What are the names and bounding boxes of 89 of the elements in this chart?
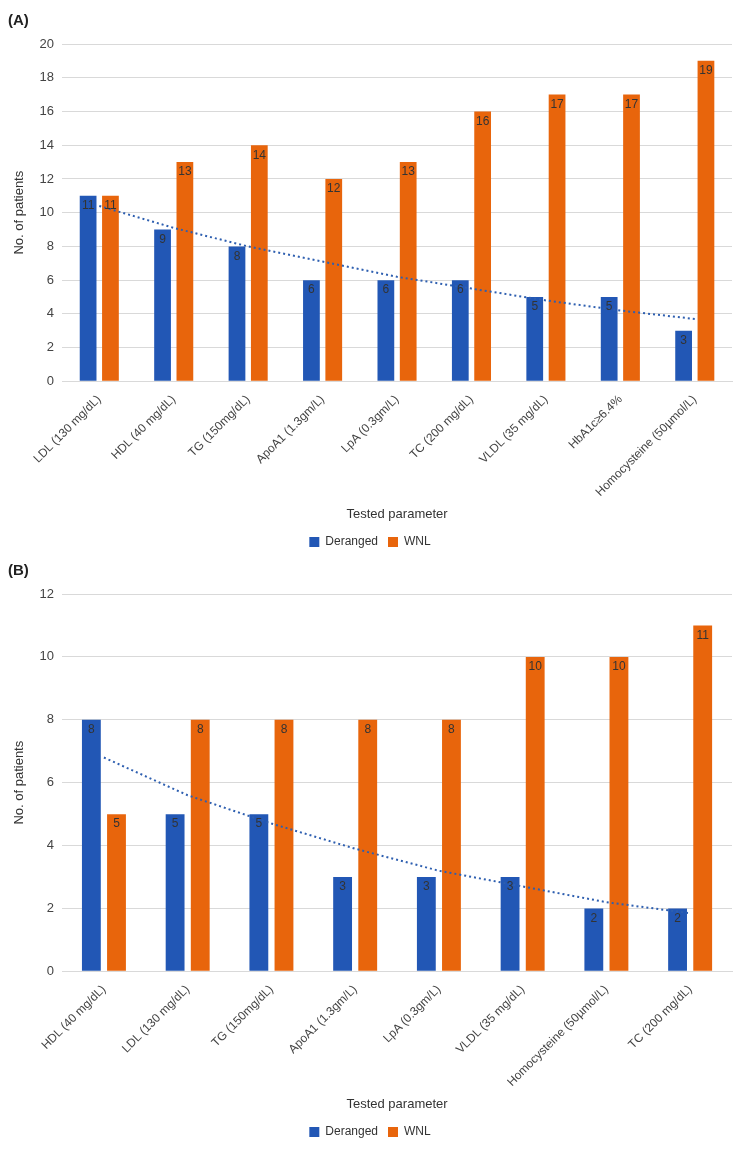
bar [274, 719, 294, 971]
data-label: 3 [680, 333, 688, 348]
bar [102, 195, 119, 381]
y-tick-label: 8 [46, 711, 55, 727]
data-label: 6 [308, 282, 316, 297]
y-tick-label: 4 [46, 305, 55, 321]
data-label: 11 [696, 627, 710, 642]
y-tick-label: 14 [39, 136, 55, 152]
data-label: 8 [196, 722, 204, 737]
y-tick-label: 4 [46, 837, 55, 853]
bar [333, 877, 353, 971]
data-label: 5 [531, 299, 539, 314]
bar [176, 162, 194, 381]
data-label: 5 [605, 299, 613, 314]
data-label: 3 [506, 879, 514, 894]
bar [609, 656, 629, 971]
legend-label: Deranged [325, 534, 379, 549]
data-label: 19 [699, 63, 713, 78]
bar [548, 94, 566, 381]
legend-label: Deranged [325, 1124, 379, 1139]
y-tick-label: 20 [39, 35, 55, 51]
bar [377, 280, 395, 381]
y-tick-label: 18 [39, 69, 55, 85]
data-label: 3 [339, 879, 347, 894]
bar [693, 625, 713, 971]
y-tick-label: 0 [46, 372, 55, 388]
data-label: 6 [382, 282, 390, 297]
data-label: 3 [423, 879, 430, 894]
bar [623, 94, 640, 381]
data-label: 17 [550, 96, 565, 111]
data-label: 6 [456, 282, 464, 297]
y-tick-label: 8 [46, 238, 55, 253]
bar [190, 719, 210, 971]
bar [165, 814, 185, 971]
legend-label: WNL [404, 534, 432, 549]
bar [442, 719, 461, 971]
bar [107, 814, 126, 971]
bar [79, 195, 97, 381]
y-tick-label: 0 [46, 962, 55, 978]
y-axis-title: No. of patients [11, 170, 27, 255]
chart-title: (B) [8, 561, 29, 579]
data-label: 13 [401, 164, 416, 179]
data-label: 12 [327, 181, 341, 196]
bar [675, 330, 692, 381]
bar [399, 162, 417, 381]
data-label: 8 [364, 722, 372, 737]
data-label: 5 [255, 816, 263, 831]
y-tick-label: 12 [39, 585, 55, 601]
data-label: 16 [475, 113, 490, 128]
data-label: 5 [171, 816, 179, 831]
data-label: 11 [81, 198, 95, 213]
legend-label: WNL [404, 1124, 432, 1139]
x-axis-title: Tested parameter [346, 505, 449, 521]
bar [154, 229, 171, 381]
data-label: 9 [159, 231, 167, 246]
data-label: 2 [674, 910, 682, 925]
data-label: 14 [252, 147, 267, 162]
y-tick-label: 10 [39, 648, 55, 664]
data-label: 13 [178, 164, 192, 179]
y-axis-title: No. of patients [11, 740, 27, 825]
data-label: 10 [528, 659, 543, 674]
y-tick-label: 2 [46, 339, 55, 355]
data-label: 8 [280, 722, 288, 737]
data-label: 8 [88, 722, 96, 737]
bar [325, 178, 343, 381]
bar [303, 280, 320, 381]
data-label: 10 [612, 659, 626, 674]
bar [697, 60, 715, 381]
data-label: 17 [624, 96, 639, 111]
bar [584, 908, 604, 971]
y-tick-label: 6 [46, 774, 55, 790]
data-label: 5 [113, 816, 121, 831]
x-axis-title: Tested parameter [346, 1095, 449, 1111]
bar [358, 719, 378, 971]
data-label: 8 [233, 248, 241, 263]
y-tick-label: 16 [39, 103, 55, 119]
data-label: 2 [590, 910, 598, 925]
y-tick-label: 6 [46, 271, 55, 287]
data-label: 8 [448, 722, 456, 737]
chart-title: (A) [8, 11, 29, 29]
bar [525, 656, 545, 971]
bar [474, 111, 492, 381]
y-tick-label: 10 [39, 204, 55, 220]
data-label: 11 [104, 198, 117, 213]
bar [416, 877, 436, 971]
y-tick-label: 2 [46, 900, 55, 916]
bar [250, 145, 268, 381]
bar [81, 719, 101, 971]
y-tick-label: 12 [39, 170, 55, 186]
